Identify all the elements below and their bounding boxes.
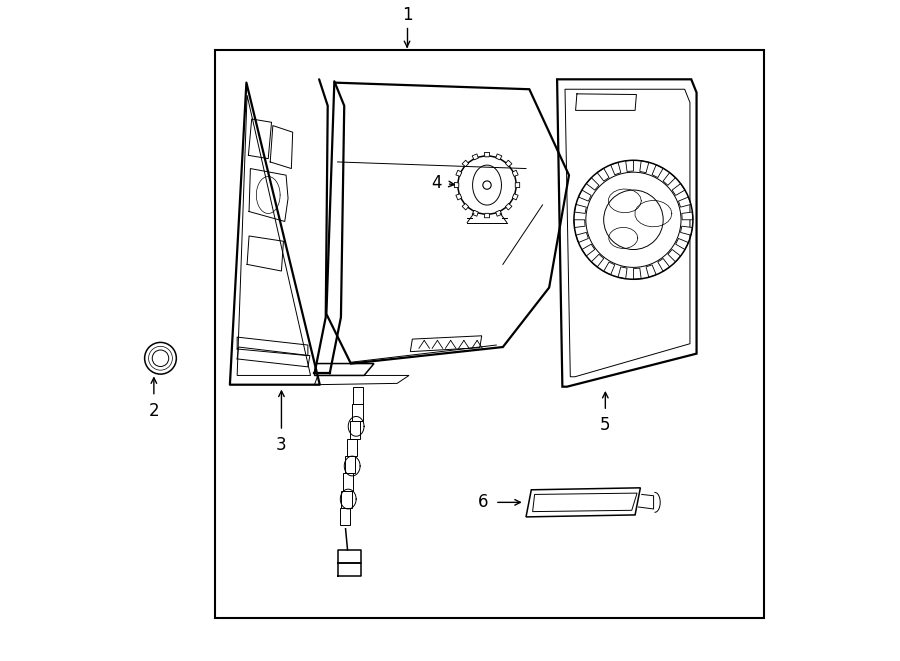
Polygon shape (680, 226, 692, 235)
Polygon shape (586, 178, 598, 190)
Polygon shape (611, 163, 621, 175)
Polygon shape (576, 233, 589, 243)
Text: 2: 2 (148, 402, 159, 420)
Polygon shape (672, 184, 685, 196)
Polygon shape (462, 160, 469, 167)
Polygon shape (598, 169, 609, 181)
Polygon shape (591, 254, 604, 267)
Circle shape (483, 181, 491, 189)
Polygon shape (574, 219, 585, 227)
Polygon shape (496, 210, 502, 216)
Polygon shape (472, 210, 478, 216)
Polygon shape (515, 182, 519, 188)
Polygon shape (652, 165, 663, 178)
Polygon shape (582, 244, 595, 256)
Polygon shape (506, 204, 512, 210)
Polygon shape (618, 267, 627, 279)
Polygon shape (472, 154, 478, 160)
Text: 5: 5 (600, 416, 610, 434)
Polygon shape (658, 258, 670, 271)
Polygon shape (506, 160, 512, 167)
Bar (215, 50, 764, 618)
Text: 1: 1 (401, 7, 412, 24)
Polygon shape (663, 173, 676, 185)
Polygon shape (604, 262, 615, 275)
Polygon shape (456, 194, 462, 200)
Text: 3: 3 (276, 436, 287, 454)
Polygon shape (496, 154, 502, 160)
Polygon shape (484, 214, 490, 217)
Polygon shape (512, 171, 518, 176)
Polygon shape (682, 212, 693, 219)
Polygon shape (646, 265, 656, 277)
Text: 6: 6 (478, 493, 489, 512)
Polygon shape (574, 204, 586, 214)
Polygon shape (640, 161, 649, 173)
Polygon shape (626, 161, 634, 171)
Polygon shape (634, 268, 641, 279)
Polygon shape (512, 194, 518, 200)
Polygon shape (579, 190, 591, 201)
Polygon shape (679, 197, 691, 207)
Polygon shape (456, 171, 462, 176)
Text: 4: 4 (431, 174, 441, 192)
Polygon shape (676, 239, 688, 250)
Polygon shape (668, 249, 680, 262)
Polygon shape (454, 182, 459, 188)
Polygon shape (462, 204, 469, 210)
Polygon shape (484, 153, 490, 157)
